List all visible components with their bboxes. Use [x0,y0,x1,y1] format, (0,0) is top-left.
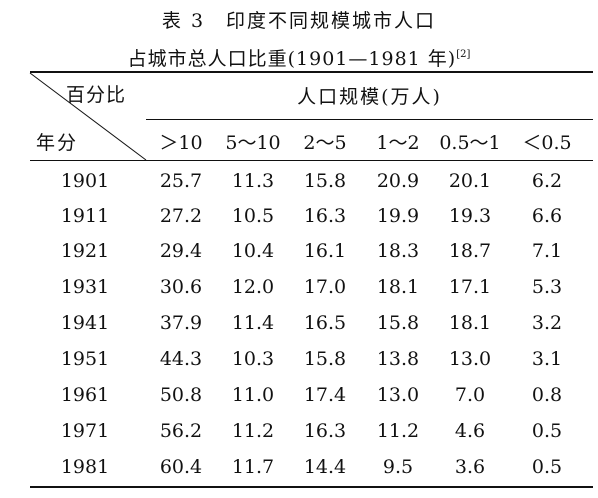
column-header: ＞10 [159,132,203,154]
row-year: 1931 [60,276,110,298]
table-cell: 13.8 [376,348,420,370]
table-cell: 27.2 [159,205,203,227]
table-cell: 18.1 [376,276,420,298]
table-cell: 20.9 [376,170,420,192]
row-year: 1951 [60,348,110,370]
table-cell: 11.7 [231,456,275,478]
stub-header-percent: 百分比 [66,84,127,106]
header-rule [30,160,593,161]
table-cell: 19.9 [376,205,420,227]
column-header: 0.5～1 [439,132,501,154]
table-cell: 11.3 [231,170,275,192]
table-cell: 60.4 [159,456,203,478]
population-size-header: 人口规模(万人) [297,86,442,108]
table-cell: 56.2 [159,420,203,442]
table-cell: 11.0 [231,384,275,406]
table-cell: 0.5 [531,456,563,478]
table-cell: 9.5 [382,456,414,478]
reference-mark: [2] [456,49,471,60]
column-header: ＜0.5 [522,132,572,154]
table-cell: 29.4 [159,240,203,262]
table-cell: 6.2 [531,170,563,192]
row-year: 1911 [60,205,110,227]
table-cell: 11.2 [376,420,420,442]
bottom-rule [30,486,593,488]
top-rule [30,71,593,73]
group-header-rule [146,119,593,120]
table-cell: 17.4 [303,384,347,406]
table-cell: 4.6 [454,420,486,442]
table-cell: 16.3 [303,205,347,227]
table-cell: 30.6 [159,276,203,298]
table-cell: 25.7 [159,170,203,192]
table-cell: 15.8 [303,348,347,370]
row-year: 1971 [60,420,110,442]
row-year: 1901 [60,170,110,192]
table-cell: 16.3 [303,420,347,442]
column-header: 2～5 [303,132,347,154]
table-cell: 19.3 [448,205,492,227]
table-cell: 3.2 [531,312,563,334]
table-cell: 12.0 [231,276,275,298]
table-cell: 6.6 [531,205,563,227]
table-cell: 18.3 [376,240,420,262]
table-cell: 16.1 [303,240,347,262]
table-cell: 7.1 [531,240,563,262]
table-cell: 0.5 [531,420,563,442]
table-cell: 37.9 [159,312,203,334]
table-cell: 11.4 [231,312,275,334]
table-cell: 44.3 [159,348,203,370]
row-year: 1961 [60,384,110,406]
table-cell: 5.3 [531,276,563,298]
table-cell: 16.5 [303,312,347,334]
row-year: 1981 [60,456,110,478]
column-header: 1～2 [376,132,420,154]
table-cell: 15.8 [376,312,420,334]
table-cell: 7.0 [454,384,486,406]
table-cell: 18.7 [448,240,492,262]
table-cell: 17.0 [303,276,347,298]
table-cell: 0.8 [531,384,563,406]
table-cell: 13.0 [448,348,492,370]
table-cell: 13.0 [376,384,420,406]
table-cell: 50.8 [159,384,203,406]
table-cell: 3.6 [454,456,486,478]
stub-header-year: 年分 [36,132,79,154]
row-year: 1941 [60,312,110,334]
table-cell: 10.5 [231,205,275,227]
table-cell: 15.8 [303,170,347,192]
table-title: 表 3 印度不同规模城市人口 [161,10,437,32]
column-header: 5～10 [225,132,281,154]
table-cell: 10.4 [231,240,275,262]
table-subtitle-text: 占城市总人口比重(1901—1981 年) [127,48,457,70]
table-cell: 3.1 [531,348,563,370]
table-cell: 18.1 [448,312,492,334]
table-cell: 10.3 [231,348,275,370]
table-cell: 11.2 [231,420,275,442]
table-cell: 14.4 [303,456,347,478]
table-subtitle: 占城市总人口比重(1901—1981 年)[2] [0,44,598,71]
table-cell: 20.1 [448,170,492,192]
row-year: 1921 [60,240,110,262]
table-cell: 17.1 [448,276,492,298]
